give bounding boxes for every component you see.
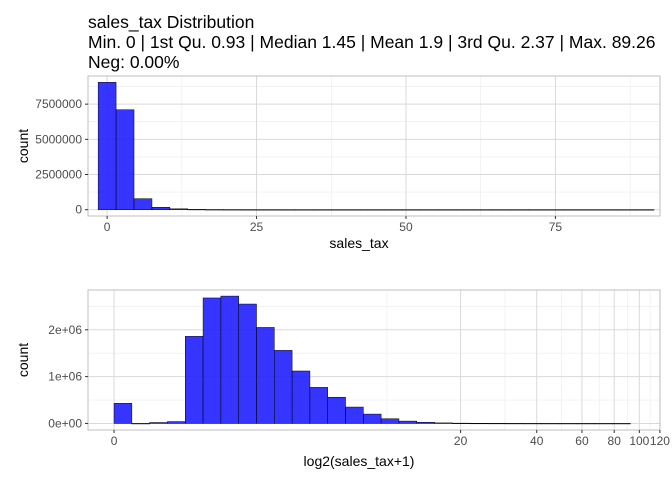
bottom-x-tick-label: 20 xyxy=(454,434,468,448)
histogram-panel-log2: 0e+00 1e+06 2e+06 0 20 40 60 80 100 120 log2(sales… xyxy=(15,289,670,469)
bottom-histogram-bar-6 xyxy=(220,295,239,424)
bottom-histogram-bar-27 xyxy=(594,423,613,425)
bottom-histogram-bar-3 xyxy=(167,421,186,424)
bottom-histogram-bar-24 xyxy=(541,423,560,425)
top-histogram-bar-18 xyxy=(420,209,440,211)
bottom-y-tick-label: 1e+06 xyxy=(48,370,82,384)
bottom-histogram-bar-22 xyxy=(505,423,524,425)
histogram-panel-linear: 0 2500000 5000000 7500000 0 25 50 75 sales_tax co… xyxy=(15,75,661,251)
bottom-x-tick-label: 60 xyxy=(575,434,589,448)
top-histogram-bar-30 xyxy=(635,209,655,211)
top-histogram-bar-23 xyxy=(510,209,529,211)
bottom-histogram-bar-25 xyxy=(558,423,578,425)
bottom-histogram-bar-18 xyxy=(434,422,453,424)
bottom-histogram-bar-0 xyxy=(113,403,133,424)
top-histogram-bar-9 xyxy=(259,209,278,211)
top-histogram-bar-24 xyxy=(528,209,547,211)
bottom-y-tick-label: 2e+06 xyxy=(48,323,82,337)
bottom-histogram-bar-16 xyxy=(398,420,418,424)
bottom-histogram-bar-2 xyxy=(149,422,168,424)
top-histogram-bar-3 xyxy=(151,207,171,210)
top-x-tick-label: 25 xyxy=(250,220,264,234)
top-histogram-bar-1 xyxy=(115,109,135,210)
top-histogram-bar-4 xyxy=(169,208,189,210)
title-line-1: sales_tax Distribution xyxy=(88,12,255,32)
top-x-tick-label: 0 xyxy=(104,220,111,234)
bottom-x-tick-label: 100 xyxy=(629,434,649,448)
top-histogram-bar-17 xyxy=(402,209,422,211)
top-histogram-bar-13 xyxy=(331,209,350,211)
bottom-histogram-bar-4 xyxy=(185,336,204,424)
bottom-histogram-bar-1 xyxy=(131,423,150,425)
bottom-histogram-bar-21 xyxy=(487,423,507,425)
bottom-histogram-bar-28 xyxy=(612,423,631,425)
bottom-histogram-bar-7 xyxy=(238,303,257,424)
top-histogram-bar-5 xyxy=(187,209,206,211)
top-y-tick-label: 2500000 xyxy=(35,167,82,181)
bottom-y-tick-label: 0e+00 xyxy=(48,416,82,430)
bottom-x-tick-label: 40 xyxy=(530,434,544,448)
bottom-histogram-bar-10 xyxy=(291,370,311,424)
bottom-histogram-bar-19 xyxy=(452,422,471,424)
bottom-histogram-bar-14 xyxy=(363,413,382,424)
bottom-histogram-bar-26 xyxy=(576,423,596,425)
bottom-x-axis-title: log2(sales_tax+1) xyxy=(304,453,415,469)
top-histogram-bar-22 xyxy=(492,209,511,211)
bottom-histogram-bar-8 xyxy=(256,327,275,424)
top-x-axis-title: sales_tax xyxy=(329,235,388,251)
bottom-histogram-bar-17 xyxy=(416,422,435,424)
top-histogram-bar-7 xyxy=(223,209,242,211)
top-histogram-bar-8 xyxy=(241,209,260,211)
bottom-y-axis-title: count xyxy=(15,343,31,377)
top-histogram-bar-11 xyxy=(295,209,314,211)
bottom-x-tick-label: 80 xyxy=(608,434,622,448)
top-histogram-bar-26 xyxy=(564,209,583,211)
top-histogram-bar-15 xyxy=(366,209,386,211)
top-y-tick-label: 0 xyxy=(75,203,82,217)
bottom-panel-border xyxy=(87,289,661,431)
top-histogram-bar-0 xyxy=(97,82,117,210)
top-histogram-bar-28 xyxy=(599,209,619,211)
top-panel-border xyxy=(87,75,661,217)
bottom-histogram-bar-9 xyxy=(274,350,293,424)
top-histogram-bar-16 xyxy=(384,209,404,211)
bottom-histogram-bar-5 xyxy=(202,297,222,424)
bottom-histogram-bar-23 xyxy=(523,423,542,425)
top-histogram-bar-12 xyxy=(313,209,332,211)
top-y-tick-label: 7500000 xyxy=(35,97,82,111)
title-line-3: Neg: 0.00% xyxy=(88,52,180,72)
bottom-histogram-bar-12 xyxy=(327,396,346,424)
top-histogram-bar-20 xyxy=(456,209,475,211)
top-histogram-bar-29 xyxy=(617,209,637,211)
top-y-axis-title: count xyxy=(15,129,31,163)
top-histogram-bar-25 xyxy=(546,209,565,211)
top-histogram-bar-14 xyxy=(348,209,368,211)
bottom-histogram-bar-15 xyxy=(380,418,400,424)
top-histogram-bar-10 xyxy=(277,209,296,211)
bottom-x-tick-label: 0 xyxy=(111,434,118,448)
bottom-histogram-bar-11 xyxy=(309,387,328,424)
bottom-histogram-bar-13 xyxy=(345,406,364,424)
top-histogram-bar-21 xyxy=(474,209,493,211)
top-histogram-bar-27 xyxy=(582,209,601,211)
top-histogram-bar-19 xyxy=(438,209,458,211)
bottom-x-tick-label: 120 xyxy=(650,434,670,448)
top-histogram-bar-2 xyxy=(133,198,153,210)
title-line-2: Min. 0 | 1st Qu. 0.93 | Median 1.45 | Me… xyxy=(88,32,656,52)
bottom-histogram-bar-20 xyxy=(469,423,489,425)
top-y-tick-label: 5000000 xyxy=(35,132,82,146)
chart-title: sales_tax Distribution Min. 0 | 1st Qu. … xyxy=(88,12,672,72)
top-x-tick-label: 50 xyxy=(399,220,413,234)
top-histogram-bar-6 xyxy=(205,209,224,211)
top-x-tick-label: 75 xyxy=(549,220,563,234)
